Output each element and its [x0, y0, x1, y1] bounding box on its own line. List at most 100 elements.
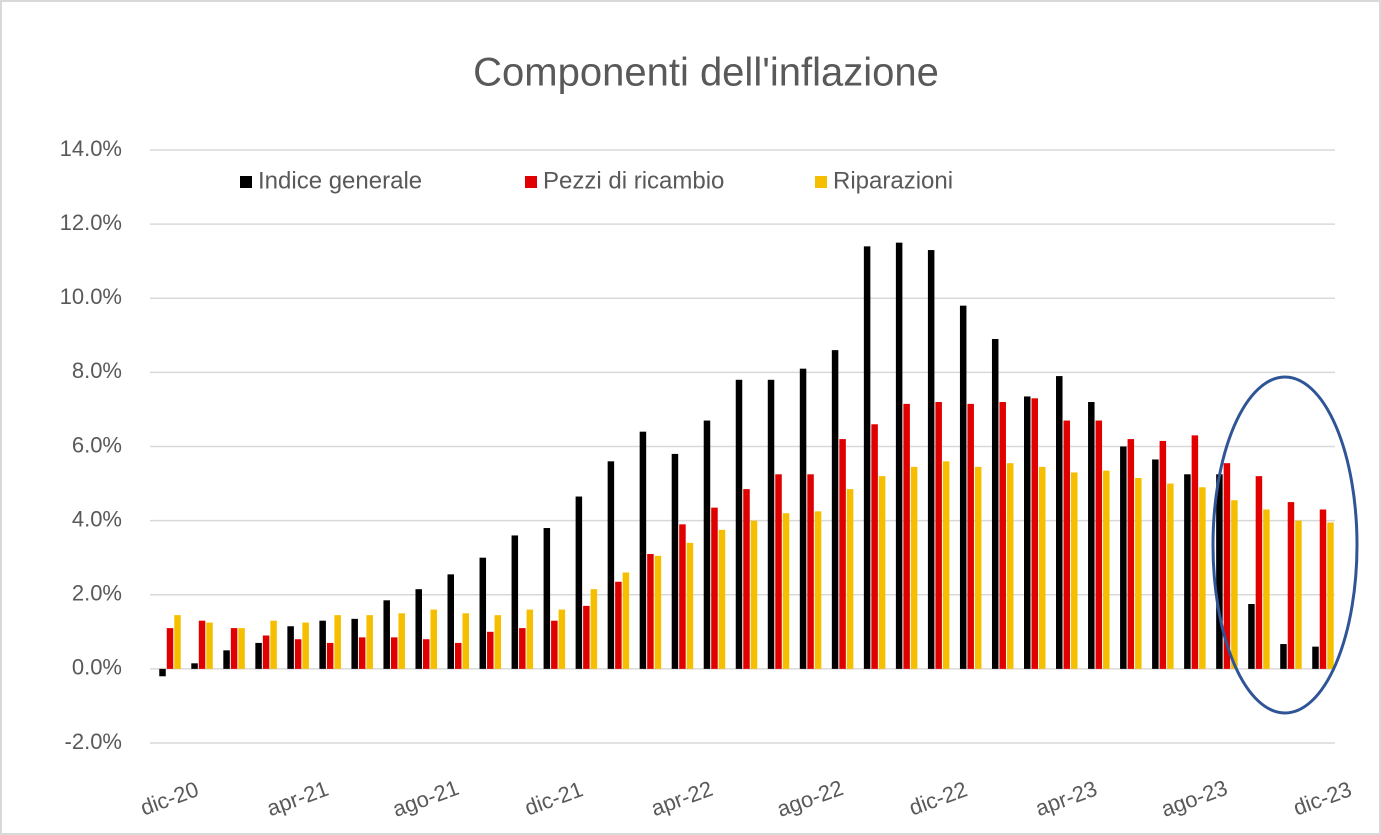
bar — [782, 513, 790, 669]
bars — [159, 242, 1334, 677]
bar — [807, 474, 814, 669]
bar — [839, 439, 846, 669]
bar — [1127, 439, 1135, 669]
bar — [895, 242, 903, 669]
y-tick-label: 0.0% — [72, 655, 122, 680]
bar — [878, 476, 886, 669]
bar — [1152, 459, 1159, 669]
bar — [1191, 435, 1199, 669]
bar — [1199, 487, 1206, 669]
bar — [166, 628, 174, 669]
bar — [206, 622, 213, 669]
legend-label: Indice generale — [258, 167, 422, 194]
bar — [1023, 396, 1031, 669]
bar — [1231, 500, 1238, 669]
bar — [1248, 604, 1255, 669]
bar — [871, 424, 878, 669]
y-tick-label: 4.0% — [72, 506, 122, 531]
bar — [927, 250, 935, 669]
bar — [1120, 446, 1127, 669]
bar — [1255, 476, 1263, 669]
bar — [991, 339, 999, 669]
bar — [1159, 440, 1167, 669]
y-tick-label: 8.0% — [72, 358, 122, 383]
bar — [398, 613, 405, 669]
bar — [511, 535, 519, 669]
bar — [519, 628, 526, 669]
bar — [319, 620, 326, 669]
bar — [230, 628, 238, 669]
bar — [238, 628, 245, 669]
bar — [686, 542, 694, 669]
y-tick-label: -2.0% — [65, 729, 122, 754]
bar — [1088, 402, 1095, 669]
bar — [1287, 502, 1295, 669]
bar — [415, 589, 422, 669]
bar — [494, 615, 502, 669]
bar — [558, 609, 566, 669]
bar — [1056, 376, 1063, 669]
bar — [1312, 646, 1319, 669]
bar — [159, 668, 166, 677]
bar — [191, 663, 198, 669]
bar — [1263, 509, 1270, 669]
bar — [430, 609, 437, 669]
legend-label: Riparazioni — [833, 167, 953, 194]
bar — [1071, 472, 1078, 669]
bar — [910, 466, 918, 669]
bar — [1216, 474, 1223, 669]
y-tick-label: 12.0% — [60, 210, 122, 235]
bar — [814, 511, 822, 669]
grid — [150, 149, 1335, 744]
bar — [270, 620, 277, 669]
bar — [622, 572, 630, 669]
bar — [718, 529, 726, 669]
bar — [358, 637, 366, 669]
bar — [255, 642, 262, 669]
bar — [903, 403, 910, 669]
bar — [1295, 520, 1302, 669]
legend-label: Pezzi di ricambio — [543, 167, 724, 194]
chart-title: Componenti dell'inflazione — [473, 51, 939, 95]
bar — [743, 489, 750, 669]
bar — [455, 642, 462, 669]
bar — [711, 507, 718, 669]
bar — [366, 615, 373, 669]
bar — [174, 615, 181, 669]
bar — [846, 489, 854, 669]
bar — [647, 553, 654, 669]
bar — [590, 589, 598, 669]
bar — [390, 637, 398, 669]
bar — [1038, 466, 1046, 669]
bar — [526, 609, 534, 669]
bar — [326, 642, 334, 669]
bar — [607, 461, 615, 669]
bar — [671, 453, 679, 669]
y-tick-label: 2.0% — [72, 581, 122, 606]
bar — [198, 620, 206, 669]
bar — [1031, 398, 1038, 669]
bar — [1063, 420, 1071, 669]
bar — [679, 524, 686, 669]
bar — [799, 368, 807, 669]
bar — [735, 379, 743, 669]
bar — [287, 626, 294, 669]
bar — [935, 402, 942, 669]
bar — [615, 581, 622, 669]
bar — [551, 620, 558, 669]
y-tick-label: 10.0% — [60, 284, 122, 309]
bar — [462, 613, 470, 669]
bar — [974, 466, 982, 669]
bar — [223, 650, 230, 669]
bar — [302, 622, 309, 669]
bar — [334, 615, 341, 669]
bar — [422, 639, 430, 669]
highlight-ellipse — [1211, 375, 1359, 715]
legend-swatch — [525, 176, 537, 188]
bar — [1006, 463, 1014, 669]
y-tick-label: 14.0% — [60, 136, 122, 161]
bar — [447, 574, 455, 669]
bar — [262, 635, 270, 669]
bar — [654, 555, 662, 669]
